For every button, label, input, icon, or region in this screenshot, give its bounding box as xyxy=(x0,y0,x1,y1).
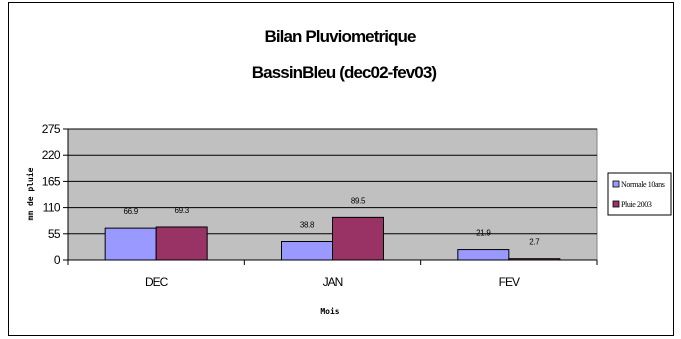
bar xyxy=(281,241,333,261)
data-label: 89.5 xyxy=(351,196,366,205)
y-axis-label: mm de pluie xyxy=(25,167,35,220)
x-axis-label: Mois xyxy=(320,306,339,316)
data-labels: 66.9 69.3 38.8 89.5 21.9 2.7 xyxy=(123,196,540,246)
axes xyxy=(63,128,598,265)
data-label: 2.7 xyxy=(529,238,540,247)
legend-label-pluie: Pluie 2003 xyxy=(621,200,652,209)
data-label: 69.3 xyxy=(174,206,189,215)
y-tick-labels: 0 55 110 165 220 275 xyxy=(42,122,62,267)
data-label: 38.8 xyxy=(300,221,315,230)
legend-swatch-normale xyxy=(612,180,620,188)
legend-box xyxy=(607,172,672,216)
x-tick-label: JAN xyxy=(323,275,343,289)
bar xyxy=(332,216,384,261)
chart-title: Bilan Pluviometrique xyxy=(264,27,416,46)
x-tick-label: FEV xyxy=(499,275,520,289)
y-tick-label: 0 xyxy=(54,253,61,267)
x-tick-labels: DEC JAN FEV xyxy=(145,275,521,289)
y-tick-label: 110 xyxy=(43,201,61,215)
y-tick-label: 165 xyxy=(42,174,61,188)
y-tick-label: 275 xyxy=(42,122,61,136)
data-label: 21.9 xyxy=(476,229,491,238)
legend-swatch-pluie xyxy=(612,200,620,208)
y-tick-label: 55 xyxy=(48,227,61,241)
bar xyxy=(457,249,510,261)
bar xyxy=(155,226,208,261)
y-tick-label: 220 xyxy=(42,148,61,162)
legend: Normale 10ans Pluie 2003 xyxy=(607,172,672,216)
legend-label-normale: Normale 10ans xyxy=(621,180,665,189)
bars xyxy=(104,216,561,261)
chart-subtitle: BassinBleu (dec02-fev03) xyxy=(252,63,437,82)
bar xyxy=(104,227,157,261)
x-tick-label: DEC xyxy=(145,275,169,289)
data-label: 66.9 xyxy=(123,207,138,216)
